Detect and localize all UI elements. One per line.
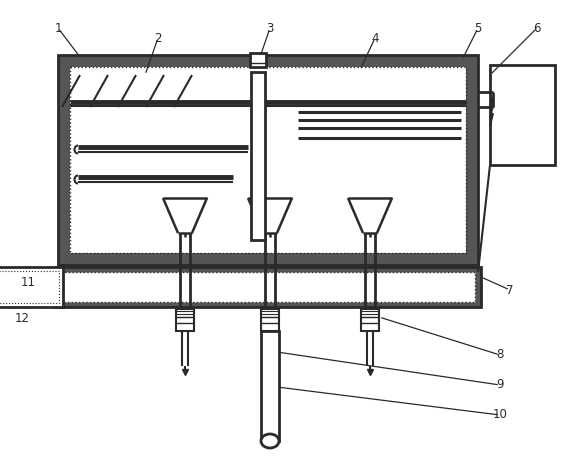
Bar: [0, 271, 59, 303]
Text: 7: 7: [506, 284, 514, 297]
Bar: [250, 53, 266, 67]
Text: 6: 6: [533, 22, 541, 35]
Text: 9: 9: [496, 378, 504, 391]
Text: 5: 5: [474, 22, 482, 35]
Bar: [70, 67, 466, 253]
Bar: [58, 55, 478, 265]
Text: 1: 1: [54, 22, 61, 35]
Ellipse shape: [261, 434, 279, 448]
Bar: [58, 55, 478, 265]
Text: 2: 2: [154, 31, 162, 44]
Text: 12: 12: [15, 311, 29, 324]
Bar: [251, 72, 265, 240]
Bar: [61, 272, 475, 302]
Text: 4: 4: [371, 31, 379, 44]
Bar: [55, 267, 481, 307]
Bar: [490, 65, 555, 165]
Bar: [261, 331, 279, 441]
Bar: [70, 67, 466, 253]
Text: 11: 11: [20, 275, 36, 288]
Text: 8: 8: [496, 348, 504, 361]
Text: 10: 10: [492, 408, 508, 421]
Bar: [55, 267, 481, 307]
Text: 3: 3: [266, 22, 274, 35]
Bar: [261, 309, 279, 331]
Bar: [176, 309, 194, 331]
Bar: [361, 309, 379, 331]
Bar: [0, 267, 63, 307]
